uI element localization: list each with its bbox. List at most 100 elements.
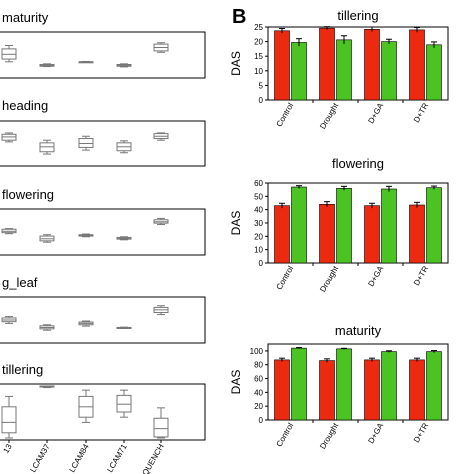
boxplot-title: tillering	[2, 362, 43, 377]
bar-green-D+TR	[426, 44, 442, 101]
y-tick-label: 100	[250, 347, 264, 356]
bar-green-D+GA	[381, 188, 397, 264]
x-tick-label: D+GA	[366, 421, 385, 445]
y-tick-label: 0	[259, 259, 264, 268]
bar-green-Drought	[336, 188, 352, 264]
barchart-flowering: flowering 0 10 20 30 40 50 60 DAS Control Drought D…	[229, 156, 449, 294]
y-tick-label: 15	[254, 52, 263, 61]
boxplot-1: heading	[0, 98, 206, 167]
y-tick-label: 60	[254, 179, 263, 188]
bar-red-D+GA	[364, 359, 380, 421]
boxplot-frame	[0, 120, 206, 167]
boxplot-3: g_leaf	[0, 275, 206, 344]
barchart-tillering: tillering 0 5 10 15 20 25 DAS Control Drought D+GA…	[229, 8, 449, 131]
barchart-title: maturity	[335, 323, 382, 338]
barchart-title: tillering	[337, 8, 378, 23]
y-axis-label: DAS	[229, 51, 243, 76]
box-LCAM71-3	[116, 389, 132, 418]
y-tick-label: 50	[254, 192, 263, 201]
boxplot-title: maturity	[2, 10, 49, 25]
box-LCAM71-3	[116, 326, 132, 329]
bar-green-D+TR	[426, 351, 442, 421]
panel-a-box-plots: maturity heading flowering g_leaf tillering 1…	[0, 10, 206, 474]
box-LCAM71-3	[116, 236, 132, 241]
boxplot-0: maturity	[0, 10, 206, 79]
y-tick-label: 80	[254, 361, 263, 370]
boxplot-2: flowering	[0, 187, 206, 256]
x-tick-label: D+TR	[412, 264, 430, 287]
box-QUENCH-4	[153, 217, 169, 226]
y-tick-label: 40	[254, 206, 263, 215]
box-LCAM71-3	[116, 63, 132, 68]
bar-green-Drought	[336, 348, 352, 421]
box-LCAM37-1	[39, 324, 55, 331]
x-tick-label: Drought	[318, 421, 340, 451]
y-tick-label: 10	[254, 67, 263, 76]
y-tick-label: 5	[259, 81, 264, 90]
boxplot-frame	[0, 296, 206, 344]
barchart-title: flowering	[332, 156, 384, 171]
box-LCAM84-2	[78, 320, 94, 327]
boxplot-frame	[0, 383, 206, 441]
bar-green-Control	[291, 42, 307, 101]
bar-green-Control	[291, 186, 307, 264]
y-tick-label: 20	[254, 232, 263, 241]
box-QUENCH-4	[153, 132, 169, 141]
boxplot-4: tillering 13 LCAM37 LCAM84 LCAM71 QUENCH	[0, 362, 206, 474]
box-item-0	[1, 228, 17, 235]
boxplot-frame	[0, 208, 206, 256]
y-axis-label: DAS	[229, 370, 243, 395]
box-LCAM37-1	[39, 234, 55, 243]
y-tick-label: 25	[254, 23, 263, 32]
x-tick-label: D+TR	[412, 421, 430, 444]
bar-red-D+TR	[409, 359, 425, 421]
box-iqr	[116, 394, 132, 413]
x-tick-label: Control	[275, 421, 296, 448]
box-LCAM37-1	[39, 139, 55, 155]
x-tick-label: D+GA	[366, 101, 385, 125]
bar-green-Drought	[336, 39, 352, 101]
box-LCAM84-2	[78, 60, 94, 64]
bar-red-D+GA	[364, 29, 380, 101]
panel-b-bar-charts: B tillering 0 5 10 15 20 25 DAS Control Drought D+…	[229, 6, 449, 451]
boxplot-title: flowering	[2, 187, 54, 202]
y-axis-label: DAS	[229, 211, 243, 236]
boxplot-title: heading	[2, 98, 48, 113]
bar-red-Control	[274, 205, 290, 264]
box-QUENCH-4	[153, 42, 169, 53]
bar-red-Control	[274, 30, 290, 101]
y-tick-label: 10	[254, 246, 263, 255]
y-tick-label: 60	[254, 375, 263, 384]
x-tick-label: Control	[275, 264, 296, 291]
box-LCAM37-1	[39, 385, 55, 389]
bar-red-Drought	[319, 360, 335, 421]
boxplot-frame	[0, 31, 206, 79]
x-tick-label: D+GA	[366, 264, 385, 288]
box-LCAM71-3	[116, 140, 132, 154]
x-tick-label: LCAM84	[67, 442, 91, 474]
box-LCAM84-2	[78, 389, 94, 423]
box-LCAM84-2	[78, 135, 94, 151]
bar-green-D+GA	[381, 351, 397, 421]
bar-red-Control	[274, 359, 290, 421]
y-tick-label: 40	[254, 388, 263, 397]
bar-red-D+TR	[409, 204, 425, 264]
box-QUENCH-4	[153, 305, 169, 316]
bar-red-Drought	[319, 27, 335, 101]
x-tick-label: LCAM71	[105, 442, 129, 474]
bar-green-D+GA	[381, 41, 397, 101]
box-QUENCH-4	[153, 407, 169, 439]
y-tick-label: 20	[254, 38, 263, 47]
boxplot-title: g_leaf	[2, 275, 38, 290]
x-tick-label: 13	[1, 442, 14, 455]
x-tick-label: Drought	[318, 101, 340, 131]
x-tick-label: QUENCH	[141, 442, 166, 474]
box-LCAM84-2	[78, 233, 94, 238]
box-item-0	[1, 316, 17, 324]
bar-green-Control	[291, 347, 307, 421]
bar-red-D+TR	[409, 29, 425, 101]
barchart-maturity: maturity 0 20 40 60 80 100 DAS Control Drought D+G…	[229, 323, 449, 451]
y-tick-label: 20	[254, 402, 263, 411]
box-iqr	[1, 406, 17, 434]
bar-red-D+GA	[364, 205, 380, 264]
